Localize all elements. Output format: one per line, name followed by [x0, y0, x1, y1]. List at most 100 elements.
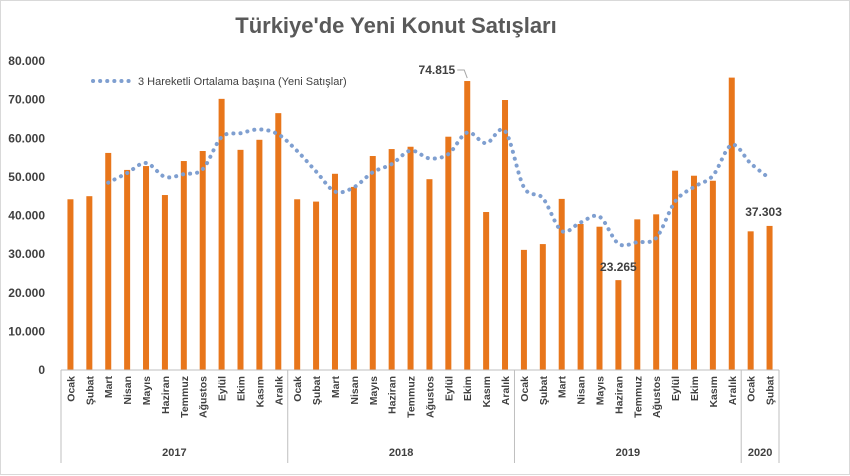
x-tick-label: Ağustos [651, 376, 663, 418]
bar [709, 180, 716, 370]
bar [672, 170, 679, 370]
bar [520, 249, 527, 370]
y-tick-label: 40.000 [8, 209, 45, 223]
x-tick-label: Şubat [765, 376, 777, 406]
bar [747, 231, 754, 370]
bar [256, 139, 263, 370]
x-tick-label: Şubat [311, 376, 323, 406]
bar [690, 175, 697, 370]
bar [766, 225, 773, 370]
x-tick-label: Ağustos [198, 376, 210, 418]
x-tick-label: Nisan [122, 376, 134, 405]
x-tick-label: Şubat [538, 376, 550, 406]
bar [350, 186, 357, 370]
x-tick-label: Temmuz [406, 376, 418, 418]
bar [653, 214, 660, 370]
bar [237, 149, 244, 370]
x-axis: Ocak Şubat Mart Nisan Mayıs Haziran Temmuz Ağus… [60, 369, 780, 463]
x-tick-label: Ekim [236, 376, 248, 401]
bar [199, 150, 206, 370]
bar [577, 223, 584, 370]
x-tick-label: Ocak [292, 376, 304, 402]
x-tick-label: Mayıs [141, 376, 153, 405]
bar [483, 212, 490, 370]
bar [634, 219, 641, 370]
x-tick-label: Ekim [689, 376, 701, 401]
year-label: 2020 [748, 447, 772, 459]
x-tick-label: Ekim [462, 376, 474, 401]
legend-text: 3 Hareketli Ortalama başına (Yeni Satışl… [138, 76, 347, 88]
x-tick-label: Kasım [481, 376, 493, 408]
y-tick-label: 60.000 [8, 131, 45, 145]
x-tick-label: Mart [557, 375, 569, 398]
data-label: 37.303 [745, 205, 782, 219]
x-tick-label: Kasım [254, 376, 266, 408]
y-tick-label: 30.000 [8, 247, 45, 261]
x-tick-label: Temmuz [179, 376, 191, 418]
x-tick-label: Nisan [349, 376, 361, 405]
legend: 3 Hareketli Ortalama başına (Yeni Satışl… [91, 76, 347, 88]
bar [218, 98, 225, 370]
x-tick-label: Ağustos [424, 376, 436, 418]
bar [161, 195, 168, 370]
y-tick-label: 20.000 [8, 286, 45, 300]
bar [728, 77, 735, 370]
bar [86, 196, 93, 370]
year-label: 2018 [389, 447, 413, 459]
moving-average-series [106, 127, 772, 248]
bar [407, 146, 414, 370]
x-tick-label: Haziran [613, 376, 625, 414]
x-tick-label: Temmuz [632, 376, 644, 418]
x-tick-label: Mayıs [595, 376, 607, 405]
x-tick-label: Mayıs [368, 376, 380, 405]
bar [313, 201, 320, 370]
data-label-leader [457, 69, 468, 79]
x-tick-label: Aralık [273, 376, 285, 405]
x-tick-label: Aralık [500, 376, 512, 405]
bar [615, 280, 622, 370]
bar [445, 136, 452, 370]
bar [388, 149, 395, 370]
y-tick-label: 70.000 [8, 93, 45, 107]
x-tick-label: Mart [103, 375, 115, 398]
bar [331, 173, 338, 370]
moving-average-line [106, 127, 772, 248]
x-tick-label: Haziran [387, 376, 399, 414]
x-tick-label: Eylül [443, 376, 455, 401]
bar [180, 161, 187, 370]
y-tick-label: 50.000 [8, 170, 45, 184]
data-labels: 74.815 23.265 37.303 [419, 63, 783, 274]
bar [426, 179, 433, 370]
data-label: 74.815 [419, 63, 456, 77]
bar [502, 100, 509, 370]
bar [275, 113, 282, 371]
x-tick-label: Ocak [746, 376, 758, 402]
x-tick-label: Ocak [519, 376, 531, 402]
bar [558, 198, 565, 370]
x-tick-label: Ocak [65, 376, 77, 402]
x-tick-label: Eylül [670, 376, 682, 401]
bar [369, 156, 376, 370]
y-tick-label: 80.000 [8, 54, 45, 68]
x-tick-label: Aralık [727, 376, 739, 405]
bar [294, 199, 301, 370]
chart-title: Türkiye'de Yeni Konut Satışları [235, 13, 556, 38]
x-tick-label: Nisan [576, 376, 588, 405]
y-tick-label: 0 [38, 363, 45, 377]
y-tick-label: 10.000 [8, 324, 45, 338]
bar [143, 166, 150, 370]
bar-series [67, 77, 773, 371]
bar [124, 169, 131, 370]
year-label: 2017 [162, 447, 186, 459]
bar [464, 81, 471, 370]
bar [67, 199, 74, 370]
x-tick-label: Şubat [84, 376, 96, 406]
y-axis: 0 10.000 20.000 30.000 40.000 50.000 60.000 70.… [8, 54, 45, 377]
x-tick-label: Eylül [217, 376, 229, 401]
bar [596, 226, 603, 370]
x-tick-label: Mart [330, 375, 342, 398]
x-tick-label: Kasım [708, 376, 720, 408]
bar [539, 244, 546, 370]
bar [105, 152, 112, 370]
